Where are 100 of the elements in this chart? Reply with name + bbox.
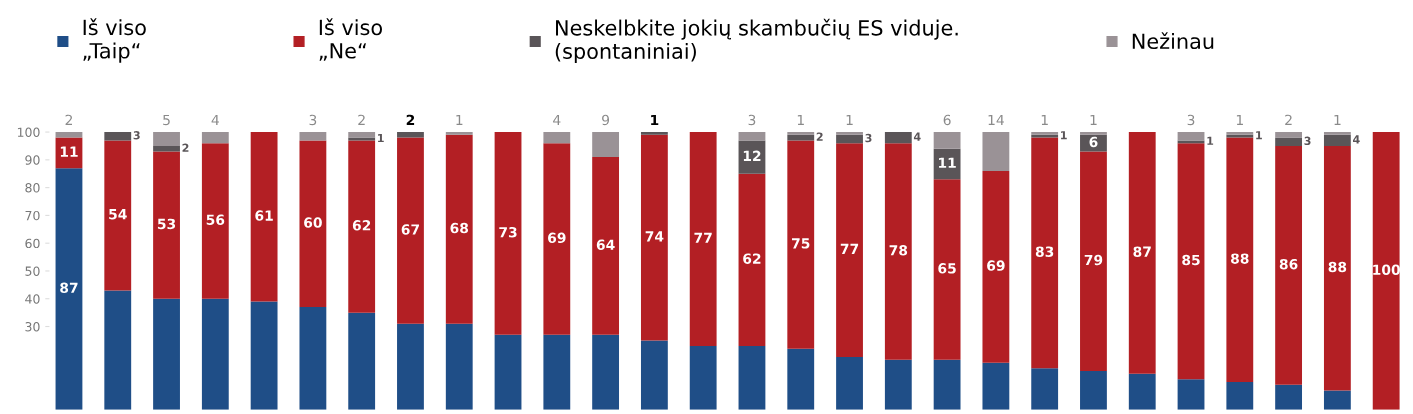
bar [153,145,180,152]
bar [1323,145,1351,391]
bar [787,348,815,410]
data-label: 74 [645,231,664,242]
bar [1275,132,1303,138]
data-label: 88 [1328,261,1347,273]
data-label: 11 [939,157,956,168]
bar [153,151,180,299]
legend-label: Iš viso „Ne“ [319,18,382,61]
bar [104,132,132,141]
data-label: 56 [206,214,225,225]
bar [933,359,961,410]
bar [884,132,912,144]
data-label: 60 [304,217,322,228]
bar [348,132,376,138]
data-label: 2 [65,114,72,126]
y-tick-label: 30 [25,321,40,332]
data-label: 5 [163,114,170,126]
legend-label: Neskelbkite jokių skambučių ES viduje. (spontaniniai) [555,18,958,64]
bar [933,179,961,360]
bar [1226,137,1254,383]
data-label: 53 [157,218,176,230]
data-label: 62 [743,253,761,264]
data-label: 6 [943,114,951,126]
bar [104,140,132,291]
data-label: 87 [60,282,78,294]
bar [250,132,278,302]
bar [1128,373,1156,410]
y-tick-label: 80 [25,183,40,193]
data-label: 4 [553,114,561,126]
bar [153,132,180,146]
data-label: 2 [358,114,365,126]
data-label: 3 [133,131,140,140]
data-label: 11 [60,146,78,157]
bar [1177,140,1205,144]
data-label: 9 [602,114,610,126]
bar [543,132,571,144]
bar [201,143,229,299]
data-label: 83 [1035,246,1054,257]
bar [689,132,717,346]
data-label: 2 [182,143,189,152]
data-label: 4 [211,114,219,126]
bar [982,362,1010,410]
bar [592,157,620,335]
bar [1080,134,1107,152]
bar [884,359,912,410]
data-label: 86 [1279,258,1298,270]
bar [201,298,229,410]
bar [1177,132,1205,141]
bar [884,143,912,360]
bar [738,345,766,410]
data-label: 6 [1089,136,1098,148]
bar [933,132,961,149]
data-label: 87 [1133,246,1151,257]
bar [445,134,473,324]
bar [445,323,473,410]
bar [1080,132,1107,135]
bar [543,334,571,410]
data-label: 73 [499,226,517,238]
bar [397,323,424,410]
bar [55,132,83,138]
bar [1080,370,1107,410]
bar [397,132,424,138]
data-label: 3 [309,114,317,126]
data-label: 1 [1041,114,1048,126]
legend-label: Iš viso „Taip“ [83,18,146,63]
bar [738,132,766,141]
bar [787,132,815,135]
bar [592,132,620,158]
data-label: 67 [401,224,420,235]
data-label: 77 [694,232,712,243]
data-label: 85 [1182,254,1200,266]
data-label: 79 [1084,254,1103,266]
bar [299,307,327,410]
bar [787,134,815,141]
data-label: 4 [1353,135,1360,144]
bar [640,134,668,341]
data-label: 88 [1231,253,1249,264]
bar [640,132,668,135]
data-label: 61 [255,210,273,221]
bar [1031,137,1059,369]
data-label: 4 [913,132,921,141]
bar [1323,390,1351,410]
data-label: 69 [548,232,566,244]
bar [836,132,863,135]
data-label: 1 [1090,114,1097,126]
bar [1080,151,1107,371]
bar [836,143,863,358]
data-label: 100 [1373,264,1400,275]
y-tick-label: 50 [25,266,40,276]
bar [982,170,1010,363]
data-label: 1 [1256,131,1262,140]
data-label: 14 [988,114,1004,126]
bar [348,312,376,410]
bar [1177,379,1205,410]
y-tick-label: 100 [17,127,40,137]
y-tick-label: 40 [25,294,40,304]
bar [445,132,473,135]
data-label: 62 [352,220,371,231]
data-label: 2 [1285,114,1292,126]
